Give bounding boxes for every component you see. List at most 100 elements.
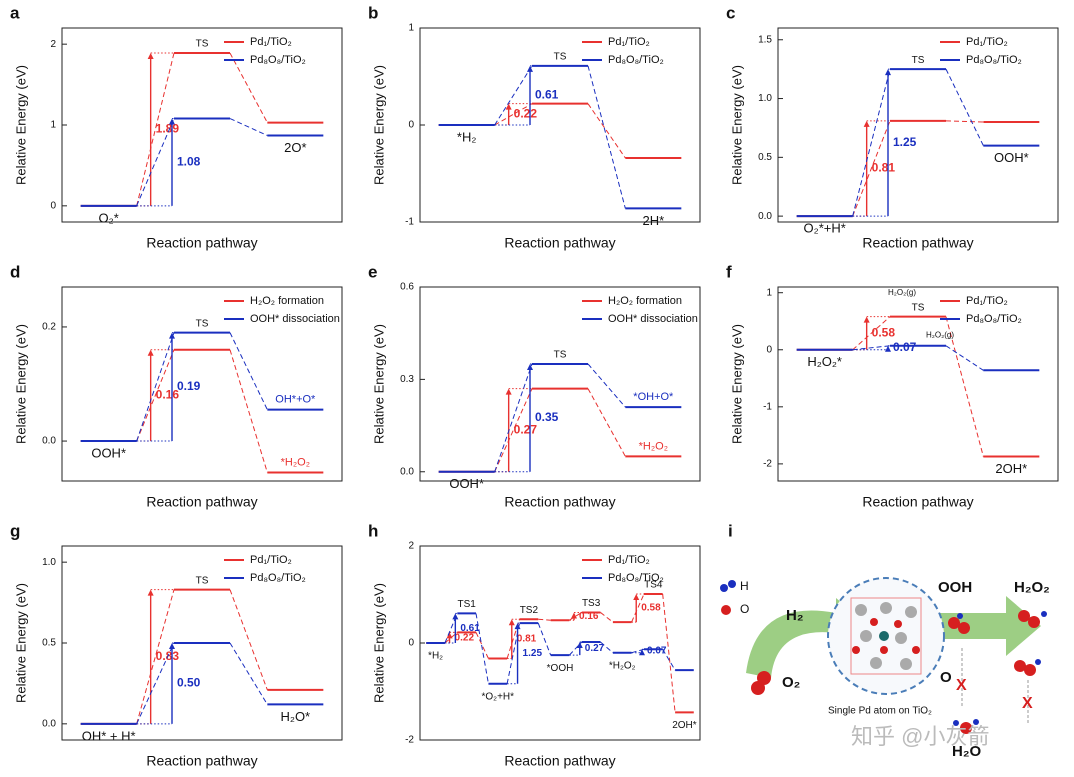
h2o2-atom [1028,616,1040,628]
plot-frame [777,286,1059,482]
legend-label: Pd₁/TiO₂ [250,36,292,48]
h2o2-atom [1024,664,1036,676]
h2o2-atom [1014,660,1026,672]
ooh-atom [948,617,960,629]
intermediate: OOH [938,579,972,596]
state-label: TS [554,350,567,361]
y-tick-label: 0.6 [400,282,414,293]
y-tick-label: 1 [50,120,56,131]
y-tick-label: -2 [763,459,772,470]
connector [852,69,891,217]
arrow-head [885,69,891,76]
blocked: X [1022,695,1033,712]
panel-label: b [368,3,378,22]
x-axis-label: Reaction pathway [862,494,973,510]
connector [494,65,533,126]
o2-atom [757,671,771,685]
barrier-label: 0.19 [177,379,201,393]
connector [600,641,614,654]
h2o2-atom [1041,611,1047,617]
connector [136,589,175,724]
barrier-label: 0.16 [156,388,180,402]
y-tick-label: 0 [408,638,414,649]
barrier-label: 0.22 [455,632,475,643]
legend-h-atom [720,584,728,592]
arrow-head [169,118,175,125]
y-axis-label: Relative Energy (eV) [371,65,386,185]
y-tick-label: 0.3 [400,374,414,385]
panel-label: a [10,3,20,22]
x-axis-label: Reaction pathway [504,494,615,510]
barrier-label: 0.27 [585,643,605,654]
connector [600,612,614,623]
barrier-label: 0.61 [535,88,559,102]
end-label: *H₂O₂ [281,456,310,468]
y-tick-label: 2 [408,541,414,552]
arrow-head [452,613,459,620]
arrow-head [508,619,515,626]
arrow-head [169,643,175,649]
legend-o: O [740,602,749,616]
panel-i: i H O H₂ O₂ Single Pd atom on TiO₂ OOH H… [720,521,1050,760]
connector [852,345,891,351]
state-label: OOH* [994,150,1029,165]
connector [229,332,268,410]
end-label: *H₂O₂ [639,440,668,452]
y-tick-label: 0.5 [758,152,772,163]
legend-label: OOH* dissociation [608,313,698,325]
panel-label: h [368,521,378,540]
x-axis-label: Reaction pathway [862,235,973,251]
arrow-head [863,316,870,323]
state-label: TS1 [457,599,476,610]
state-label: 2OH* [995,461,1027,476]
connector [587,65,626,209]
state-label: TS [196,318,209,329]
y-tick-label: 1.5 [758,34,772,45]
arrow-head [169,332,175,339]
barrier-label: 1.89 [156,122,180,136]
barrier-label: 0.22 [514,107,538,121]
y-tick-label: -2 [405,735,414,746]
h2o-atom [953,720,959,726]
state-label: TS [196,575,209,586]
barrier-label: 1.25 [893,135,917,149]
legend-label: Pd₁/TiO₂ [966,295,1008,307]
lattice [850,597,922,675]
state-label: 2H* [642,213,664,228]
barrier-label: 0.07 [893,340,917,354]
connector [945,120,984,123]
x-axis-label: Reaction pathway [146,753,257,769]
panel-label: c [726,3,735,22]
panel: g 0.0 0.5 1.0 Reaction pathway Relative Energ… [10,521,343,769]
connector [475,613,489,684]
connector [852,120,891,217]
blocked: X [956,677,967,694]
annotation: H₂O₂(g) [888,288,916,297]
arrow-head [576,642,583,649]
product: H₂O₂ [1014,579,1050,596]
connector [568,641,583,656]
legend-label: Pd₈O₈/TiO₂ [250,54,306,66]
ooh-atom [958,622,970,634]
connector [587,103,626,159]
arrow-head [633,594,640,601]
legend-label: Pd₁/TiO₂ [966,36,1008,48]
arrow-head [514,623,521,630]
legend-label: Pd₁/TiO₂ [608,554,650,566]
y-tick-label: 0 [50,200,56,211]
connector [537,622,552,656]
state-label: TS2 [520,605,539,616]
x-axis-label: Reaction pathway [504,235,615,251]
x-axis-label: Reaction pathway [146,235,257,251]
ooh-atom [957,613,963,619]
state-label: *H₂ [457,129,477,144]
connector [136,332,175,442]
legend-label: Pd₈O₈/TiO₂ [250,572,306,584]
connector [538,618,551,621]
plot-frame [61,286,343,482]
y-axis-label: Relative Energy (eV) [729,324,744,444]
arrow-head [147,589,154,596]
connector [631,593,645,623]
legend-label: Pd₁/TiO₂ [250,554,292,566]
